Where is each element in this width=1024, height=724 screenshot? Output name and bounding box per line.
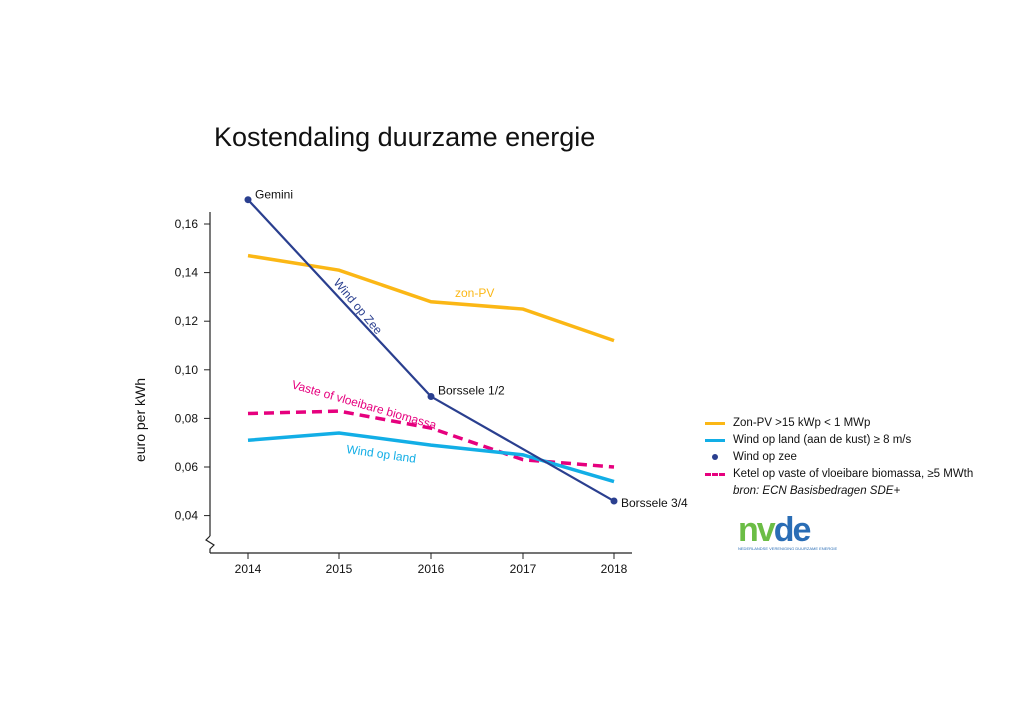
legend-item-biomassa: Ketel op vaste of vloeibare biomassa, ≥5…: [705, 465, 973, 482]
plot-area: [244, 196, 618, 505]
data-point-wind-op-zee: [244, 196, 252, 204]
legend-swatch-wind-op-zee: [705, 452, 725, 462]
legend-swatch-wind-op-land: [705, 435, 725, 445]
x-tick-label: 2016: [418, 562, 445, 576]
series-line-zon-pv: [247, 253, 615, 343]
y-tick-label: 0,08: [175, 411, 199, 425]
series-line-wind-op-land: [247, 431, 615, 484]
inline-label-zon-pv: zon-PV: [455, 286, 494, 300]
inline-label-wind-op-zee: Wind op Zee: [331, 276, 386, 337]
legend-label-biomassa: Ketel op vaste of vloeibare biomassa, ≥5…: [733, 467, 974, 480]
data-point-label: Borssele 1/2: [438, 384, 505, 398]
legend-item-wind-op-land: Wind op land (aan de kust) ≥ 8 m/s: [705, 431, 973, 448]
legend-label-wind-op-zee: Wind op zee: [733, 450, 797, 463]
inline-label-wind-op-land: Wind op land: [346, 442, 417, 466]
y-axis-label: euro per kWh: [132, 378, 148, 462]
nvde-logo-subtitle: NEDERLANDSE VERENIGING DUURZAME ENERGIE: [738, 546, 838, 551]
legend: Zon-PV >15 kWp < 1 MWp Wind op land (aan…: [705, 414, 973, 499]
series-line-wind-op-zee: [247, 198, 615, 502]
y-axis-break-mark: [205, 535, 215, 553]
legend-label-wind-op-land: Wind op land (aan de kust) ≥ 8 m/s: [733, 433, 912, 446]
source-note: bron: ECN Basisbedragen SDE+: [733, 484, 901, 497]
x-tick-label: 2018: [601, 562, 628, 576]
data-point-wind-op-zee: [610, 497, 618, 505]
axes: 0,04 0,06 0,08 0,10 0,12 0,14 0,16 2014 2015 2016…: [132, 212, 632, 576]
legend-label-zon-pv: Zon-PV >15 kWp < 1 MWp: [733, 416, 871, 429]
legend-swatch-zon-pv: [705, 418, 725, 428]
y-tick-label: 0,04: [175, 509, 199, 523]
x-tick-label: 2015: [326, 562, 353, 576]
data-point-label: Gemini: [255, 188, 293, 202]
x-tick-label: 2014: [235, 562, 262, 576]
chart-labels: Gemini Borssele 1/2 Borssele 3/4 zon-PV Wind…: [255, 188, 688, 510]
y-tick-label: 0,14: [175, 266, 199, 280]
legend-item-wind-op-zee: Wind op zee: [705, 448, 973, 465]
legend-swatch-biomassa: [705, 469, 725, 479]
data-point-wind-op-zee: [427, 393, 435, 401]
legend-item-zon-pv: Zon-PV >15 kWp < 1 MWp: [705, 414, 973, 431]
y-tick-label: 0,16: [175, 217, 199, 231]
chart-title: Kostendaling duurzame energie: [214, 122, 596, 152]
inline-label-biomassa: Vaste of vloeibare biomassa: [290, 377, 438, 432]
y-tick-label: 0,12: [175, 314, 199, 328]
y-tick-label: 0,10: [175, 363, 199, 377]
x-tick-label: 2017: [510, 562, 537, 576]
nvde-logo: nvde NEDERLANDSE VERENIGING DUURZAME ENE…: [738, 511, 838, 554]
data-point-label: Borssele 3/4: [621, 496, 688, 510]
y-tick-label: 0,06: [175, 460, 199, 474]
nvde-logo-mark: nvde: [738, 511, 811, 549]
